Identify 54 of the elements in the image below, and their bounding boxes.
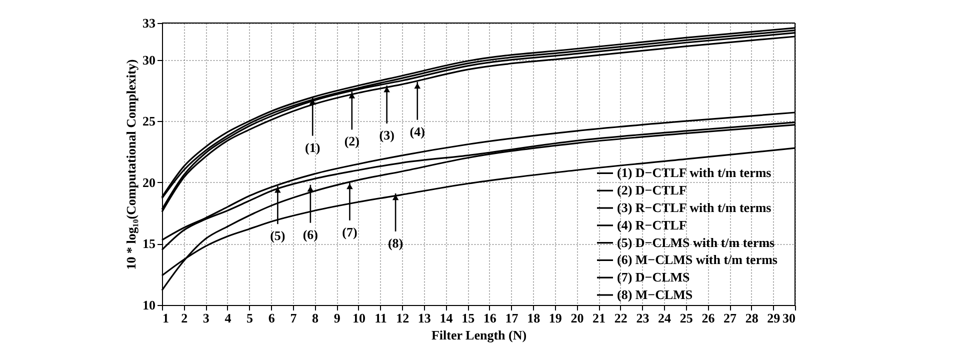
y-tick-label: 30: [142, 52, 156, 68]
y-tick-label: 20: [142, 174, 156, 190]
annotation: (1): [305, 140, 320, 155]
annotation: (3): [379, 128, 394, 143]
legend-label: (8) M−CLMS: [617, 287, 693, 302]
x-tick-label: 30: [782, 310, 796, 326]
x-tick-label: 7: [290, 310, 298, 326]
legend-label: (4) R−CTLF: [617, 217, 687, 232]
x-tick-label: 21: [592, 310, 606, 326]
x-tick-label: 27: [724, 310, 738, 326]
x-tick-label: 19: [548, 310, 562, 326]
x-tick-label: 29: [767, 310, 781, 326]
legend-label: (2) D−CTLF: [617, 182, 687, 198]
annotation: (8): [388, 235, 404, 250]
x-tick-label: 4: [224, 310, 232, 326]
x-tick-label: 25: [680, 310, 694, 326]
x-tick-label: 1: [162, 310, 169, 326]
y-tick-label: 25: [142, 114, 156, 129]
x-tick-label: 11: [374, 310, 387, 326]
annotation: (4): [410, 124, 425, 139]
x-tick-label: 12: [396, 310, 410, 326]
x-axis-title: Filter Length (N): [431, 328, 527, 342]
y-axis-title: 10 * log₁₀(Computational Complexity): [124, 59, 138, 270]
x-tick-label: 28: [745, 310, 759, 326]
x-tick-label: 14: [440, 310, 454, 326]
x-tick-label: 17: [505, 310, 519, 326]
legend-label: (1) D−CTLF with t/m terms: [617, 165, 772, 180]
annotation: (7): [342, 224, 358, 240]
y-tick-label: 33: [142, 16, 156, 30]
x-tick-label: 22: [614, 310, 628, 326]
y-tick-label: 15: [142, 236, 156, 252]
x-tick-label: 10: [352, 310, 366, 326]
x-tick-label: 5: [246, 310, 254, 326]
legend-label: (7) D−CLMS: [617, 270, 690, 285]
x-tick-label: 18: [527, 310, 541, 326]
x-tick-label: 15: [462, 310, 476, 326]
annotation: (6): [302, 226, 318, 242]
y-tick-label: 10: [142, 298, 156, 312]
x-tick-label: 26: [702, 310, 716, 326]
legend-label: (5) D−CLMS with t/m terms: [617, 234, 775, 250]
x-tick-label: 9: [334, 310, 341, 326]
x-tick-label: 2: [181, 310, 188, 326]
x-tick-label: 13: [418, 310, 432, 326]
annotation: (5): [270, 228, 286, 244]
x-tick-label: 6: [268, 310, 276, 326]
x-tick-label: 23: [636, 310, 650, 326]
x-tick-label: 20: [570, 310, 584, 326]
x-tick-label: 8: [312, 310, 320, 326]
legend-label: (6) M−CLMS with t/m terms: [617, 252, 778, 268]
legend-label: (3) R−CTLF with t/m terms: [617, 200, 772, 215]
x-tick-label: 3: [202, 310, 210, 326]
annotation: (2): [344, 134, 360, 149]
x-tick-label: 24: [658, 310, 672, 326]
x-tick-label: 16: [483, 310, 497, 326]
